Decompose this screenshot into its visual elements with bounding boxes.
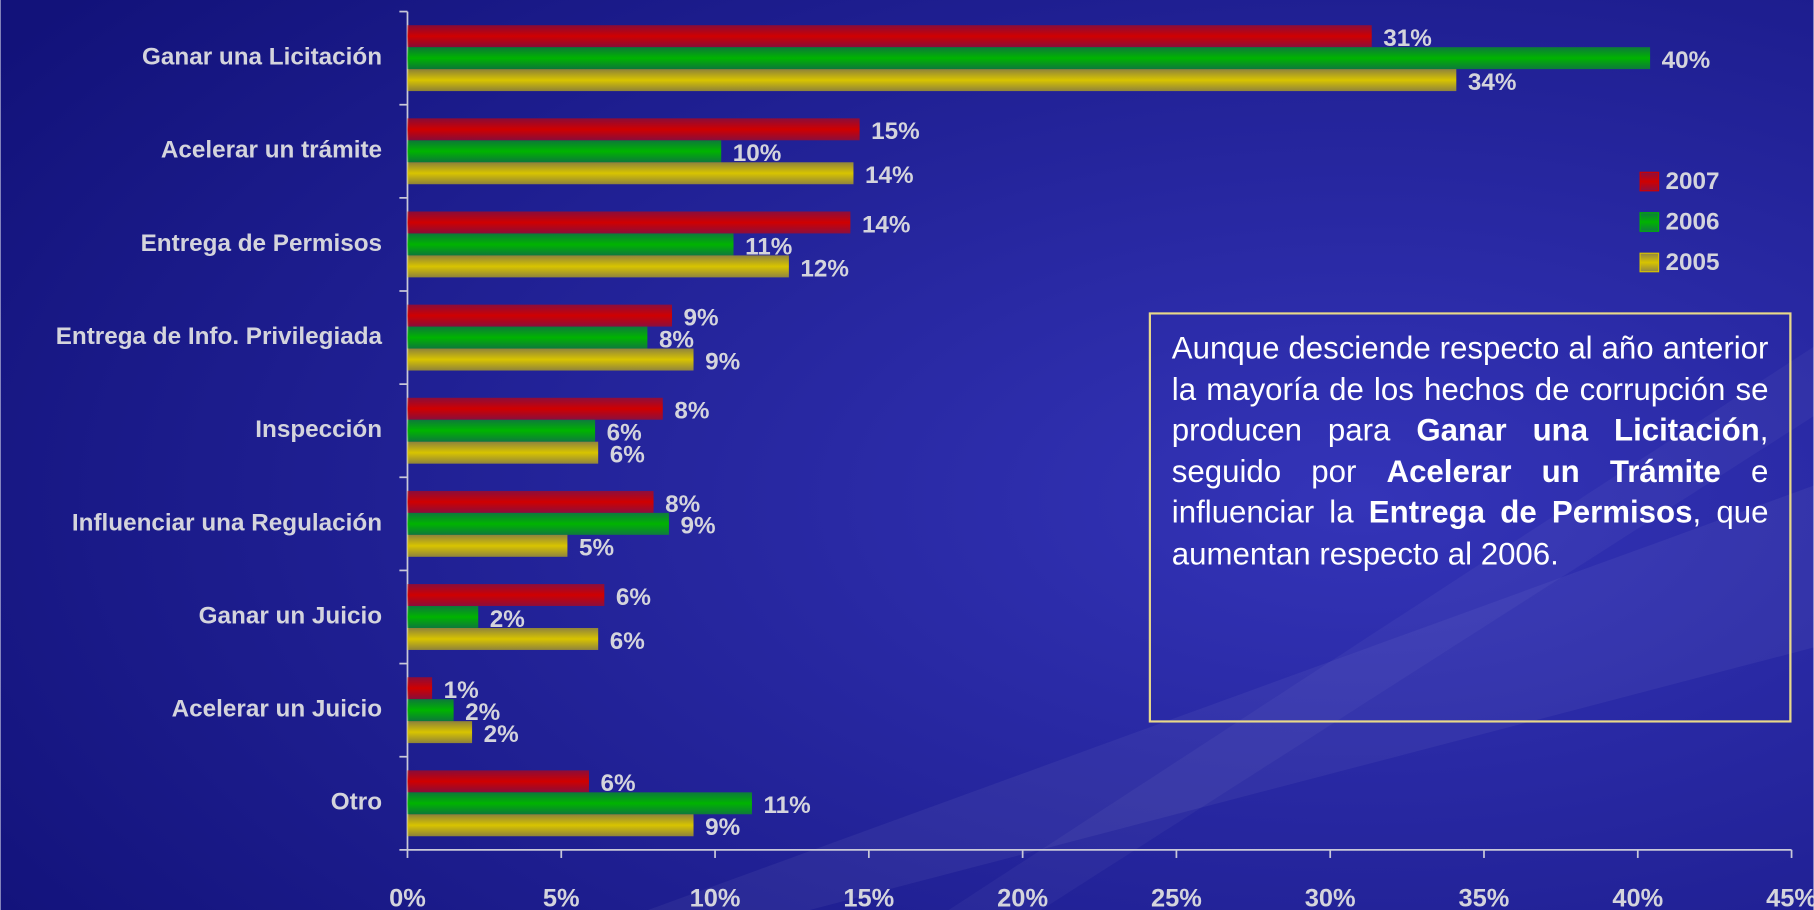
- y-tick-label: Acelerar un trámite: [161, 137, 382, 164]
- bar: [407, 162, 854, 185]
- bar: [407, 348, 694, 371]
- bar: [407, 584, 605, 607]
- data-label: 12%: [800, 255, 849, 282]
- legend-label: 2005: [1666, 249, 1720, 276]
- x-tick-label: 30%: [1305, 884, 1356, 910]
- legend-swatch: [1639, 212, 1660, 232]
- y-tick-label: Otro: [331, 789, 382, 816]
- data-label: 40%: [1662, 47, 1711, 74]
- data-label: 8%: [665, 491, 700, 518]
- data-label: 9%: [680, 513, 715, 540]
- data-label: 2%: [484, 721, 519, 748]
- bar: [407, 677, 433, 700]
- data-label: 5%: [579, 535, 614, 562]
- y-tick-label: Acelerar un Juicio: [172, 696, 382, 723]
- bar: [407, 512, 669, 535]
- bar: [407, 419, 596, 442]
- data-label: 9%: [705, 814, 740, 841]
- x-tick-label: 0%: [389, 884, 426, 910]
- data-label: 14%: [865, 162, 914, 189]
- data-label: 6%: [610, 442, 645, 469]
- annotation-text: Entrega de Permisos: [1368, 494, 1693, 530]
- y-tick-label: Ganar una Licitación: [142, 44, 382, 71]
- bar: [407, 699, 454, 722]
- data-label: 15%: [871, 118, 920, 145]
- data-label: 8%: [674, 398, 709, 425]
- bar: [407, 814, 694, 837]
- data-label: 14%: [862, 211, 911, 238]
- annotation-text: e influenciar la: [1171, 453, 1769, 530]
- bar: [407, 721, 473, 744]
- data-label: 6%: [610, 628, 645, 655]
- x-tick-label: 45%: [1766, 884, 1814, 910]
- bar: [407, 490, 654, 513]
- bar: [407, 770, 589, 793]
- data-label: 11%: [764, 792, 811, 819]
- bar: [407, 397, 663, 420]
- x-tick-label: 40%: [1612, 884, 1663, 910]
- bar: [407, 25, 1372, 48]
- x-tick-label: 15%: [843, 884, 894, 910]
- bar: [407, 233, 734, 256]
- bar: [407, 211, 851, 234]
- legend-swatch: [1639, 171, 1660, 192]
- data-label: 6%: [607, 420, 642, 447]
- data-label: 34%: [1468, 69, 1517, 96]
- y-tick-label: Entrega de Permisos: [141, 230, 382, 257]
- x-tick-label: 25%: [1151, 884, 1202, 910]
- y-tick-label: Ganar un Juicio: [199, 602, 382, 629]
- annotation-text: Acelerar un Trámite: [1386, 453, 1721, 489]
- x-tick-label: 5%: [543, 884, 580, 910]
- bar: [407, 606, 479, 628]
- legend-label: 2006: [1666, 209, 1720, 236]
- data-label: 9%: [684, 304, 719, 331]
- y-tick-label: Inspección: [255, 416, 382, 443]
- annotation-text: Ganar una Licitación: [1416, 412, 1760, 448]
- bar: [407, 140, 722, 163]
- bar: [407, 69, 1457, 92]
- annotation-text: , seguido por: [1171, 412, 1769, 489]
- bar: [407, 255, 789, 278]
- bar: [407, 304, 672, 327]
- data-label: 6%: [616, 584, 651, 611]
- annotation-text: , que aumentan respecto al 2006.: [1171, 494, 1769, 571]
- annotation-box: Aunque desciende respecto al año anterio…: [1148, 312, 1792, 723]
- annotation: Aunque desciende respecto al año anterio…: [1148, 312, 1792, 723]
- bar: [407, 326, 648, 349]
- bar: [407, 441, 599, 464]
- legend-swatch: [1639, 252, 1660, 273]
- bar: [407, 47, 1651, 70]
- bar: [407, 534, 568, 557]
- x-tick-label: 10%: [690, 884, 741, 910]
- y-tick-label: Entrega de Info. Privilegiada: [56, 323, 383, 350]
- bar: [407, 118, 860, 141]
- legend-label: 2007: [1666, 168, 1720, 195]
- x-tick-label: 20%: [997, 884, 1048, 910]
- bar: [407, 627, 599, 650]
- y-tick-label: Influenciar una Regulación: [72, 509, 382, 536]
- data-label: 9%: [705, 348, 740, 375]
- x-tick-label: 35%: [1459, 884, 1510, 910]
- annotation-text: Aunque desciende respecto al año anterio…: [1171, 330, 1769, 448]
- bar: [407, 792, 752, 815]
